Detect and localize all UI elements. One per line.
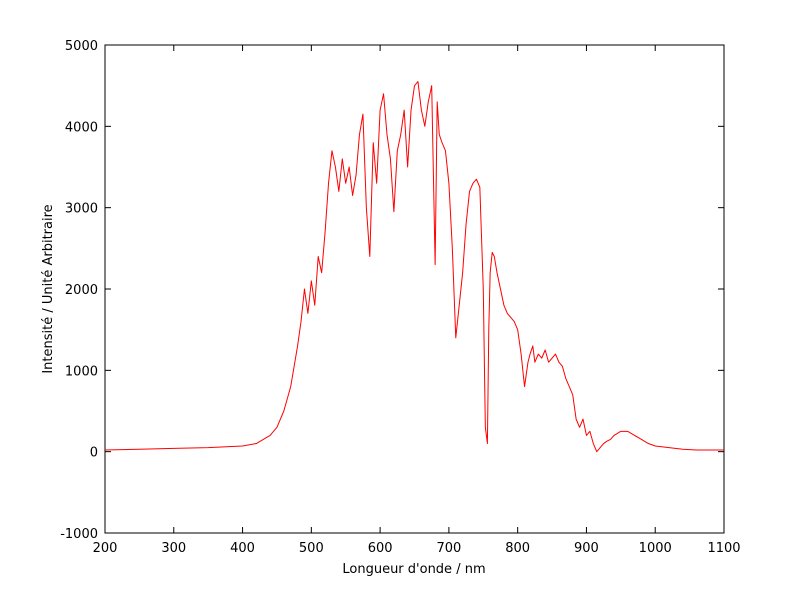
x-tick-label: 1100 <box>707 541 740 556</box>
x-tick-label: 900 <box>574 541 599 556</box>
y-tick-label: 0 <box>90 446 98 461</box>
plot-frame <box>104 44 725 534</box>
series-layer <box>104 81 724 453</box>
x-tick-label: 300 <box>161 541 186 556</box>
x-tick-label: 1000 <box>639 541 672 556</box>
x-tick-label: 500 <box>299 541 324 556</box>
y-tick-label: 5000 <box>65 39 98 54</box>
y-tick-label: 3000 <box>65 202 98 217</box>
y-axis-title: Intensité / Unité Arbitraire <box>41 204 56 373</box>
series-line <box>104 81 724 453</box>
tick-labels: 200 300 400 500 600 700 800 900 1000 1100 -1000 0 10… <box>60 39 740 556</box>
tick-marks <box>104 44 725 534</box>
x-tick-label: 800 <box>505 541 530 556</box>
x-axis-title: Longueur d'onde / nm <box>342 562 485 577</box>
y-tick-label: 2000 <box>65 283 98 298</box>
x-tick-label: 400 <box>230 541 255 556</box>
y-tick-label: -1000 <box>60 527 98 542</box>
x-tick-label: 600 <box>368 541 393 556</box>
y-tick-label: 4000 <box>65 120 98 135</box>
x-tick-label: 700 <box>436 541 461 556</box>
x-tick-label: 200 <box>93 541 118 556</box>
y-tick-label: 1000 <box>65 364 98 379</box>
